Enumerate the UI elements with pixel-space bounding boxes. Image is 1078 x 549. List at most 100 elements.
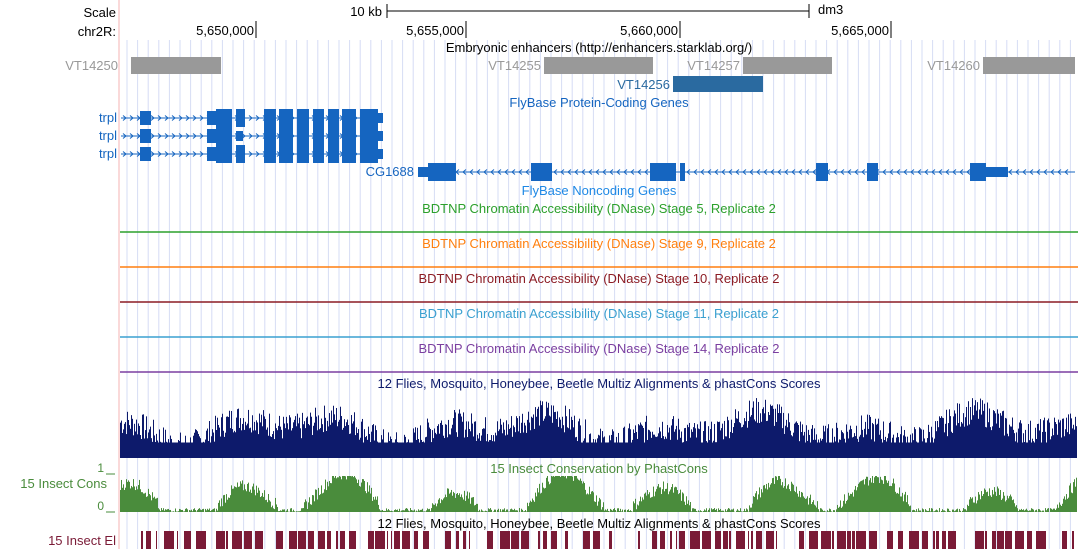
cons-bar: [583, 481, 584, 512]
cons-bar: [926, 510, 927, 512]
multiz-bar: [673, 416, 674, 458]
cons-bar: [558, 476, 559, 512]
multiz-bar: [1015, 441, 1016, 458]
multiz-bar: [460, 413, 461, 458]
cons-bar: [362, 479, 363, 512]
enhancer-block[interactable]: [673, 76, 763, 92]
gene-label[interactable]: CG1688: [366, 164, 414, 179]
cons-bar: [1041, 511, 1042, 512]
cons-bar: [428, 509, 429, 512]
multiz-bar: [959, 403, 960, 458]
multiz-bar: [463, 412, 464, 458]
element-block: [255, 531, 263, 549]
cons-bar: [661, 494, 662, 512]
coding-genes-track[interactable]: trpl trpl trpl CG1688: [99, 109, 1075, 181]
cons-bar: [875, 476, 876, 512]
multiz-bar: [838, 442, 839, 458]
multiz-bar: [589, 434, 590, 458]
cons-bar: [937, 510, 938, 512]
cons-signal[interactable]: [120, 476, 1077, 512]
multiz-bar: [471, 413, 472, 458]
enhancer-block[interactable]: [131, 57, 221, 74]
multiz-bar: [189, 442, 190, 458]
multiz-bar: [567, 427, 568, 458]
cons-bar: [967, 504, 968, 512]
cons-bar: [957, 508, 958, 512]
cons-bar: [881, 479, 882, 512]
gene-label[interactable]: trpl: [99, 128, 117, 143]
enhancers-track[interactable]: VT14250 VT14255 VT14257 VT14256 VT14260: [65, 57, 1075, 92]
cons-bar: [396, 509, 397, 512]
multiz-bar: [925, 442, 926, 458]
cons-bar: [847, 499, 848, 512]
cons-bar: [1022, 510, 1023, 512]
multiz-bar: [229, 410, 230, 458]
multiz-bar: [979, 409, 980, 458]
gene-model[interactable]: [418, 163, 1075, 181]
cons-bar: [150, 495, 151, 512]
cons-bar: [929, 508, 930, 512]
multiz-bar: [645, 421, 646, 458]
multiz-bar: [890, 421, 891, 458]
gene-models[interactable]: [121, 109, 1075, 181]
cons-bar: [613, 509, 614, 512]
multiz-bar: [832, 428, 833, 458]
multiz-bar: [433, 438, 434, 458]
cons-bar: [250, 489, 251, 512]
multiz-bar: [801, 431, 802, 458]
multiz-bar: [689, 422, 690, 458]
multiz-bar: [778, 413, 779, 458]
cons-bar: [234, 486, 235, 512]
cons-bar: [552, 476, 553, 512]
exon: [207, 147, 216, 161]
cons-bar: [690, 501, 691, 512]
cons-bar: [1008, 498, 1009, 512]
cons-bar: [575, 476, 576, 512]
gene-label[interactable]: trpl: [99, 110, 117, 125]
element-block: [394, 531, 400, 549]
multiz-bar: [393, 442, 394, 458]
cons-bar: [1066, 494, 1067, 512]
multiz-bar: [918, 442, 919, 458]
gene-label[interactable]: trpl: [99, 146, 117, 161]
multiz-bar: [830, 442, 831, 458]
multiz-bar: [444, 438, 445, 458]
multiz-bar: [128, 419, 129, 458]
elements-signal[interactable]: [141, 531, 1074, 549]
cons-bar: [191, 509, 192, 512]
multiz-bar: [276, 428, 277, 458]
cons-bar: [448, 488, 449, 512]
multiz-bar: [922, 441, 923, 458]
cons-bar: [841, 507, 842, 512]
multiz-bar: [730, 431, 731, 458]
cons-bar: [801, 491, 802, 512]
gene-model[interactable]: [121, 145, 383, 163]
multiz-bar: [708, 426, 709, 458]
multiz-bar: [159, 429, 160, 458]
cons-bar: [475, 504, 476, 512]
cons-bar: [593, 492, 594, 512]
exon: [867, 163, 878, 181]
cons-bar: [296, 511, 297, 512]
multiz-bar: [983, 410, 984, 458]
enhancer-block[interactable]: [743, 57, 832, 74]
cons-bar: [503, 509, 504, 512]
multiz-bar: [1029, 440, 1030, 458]
position-label: 5,655,000: [406, 23, 464, 38]
cons-bar: [569, 476, 570, 512]
gene-model[interactable]: [121, 127, 383, 145]
multiz-bar: [996, 423, 997, 458]
multiz-bar: [401, 442, 402, 458]
element-block: [670, 531, 672, 549]
cons-bar: [198, 508, 199, 512]
multiz-signal[interactable]: [120, 398, 1077, 458]
multiz-bar: [324, 405, 325, 458]
multiz-bar: [406, 442, 407, 458]
cons-bar: [127, 481, 128, 512]
enhancer-block[interactable]: [983, 57, 1075, 74]
gene-model[interactable]: [121, 109, 383, 127]
cons-bar: [834, 510, 835, 512]
enhancer-block[interactable]: [544, 57, 653, 74]
multiz-bar: [771, 405, 772, 458]
